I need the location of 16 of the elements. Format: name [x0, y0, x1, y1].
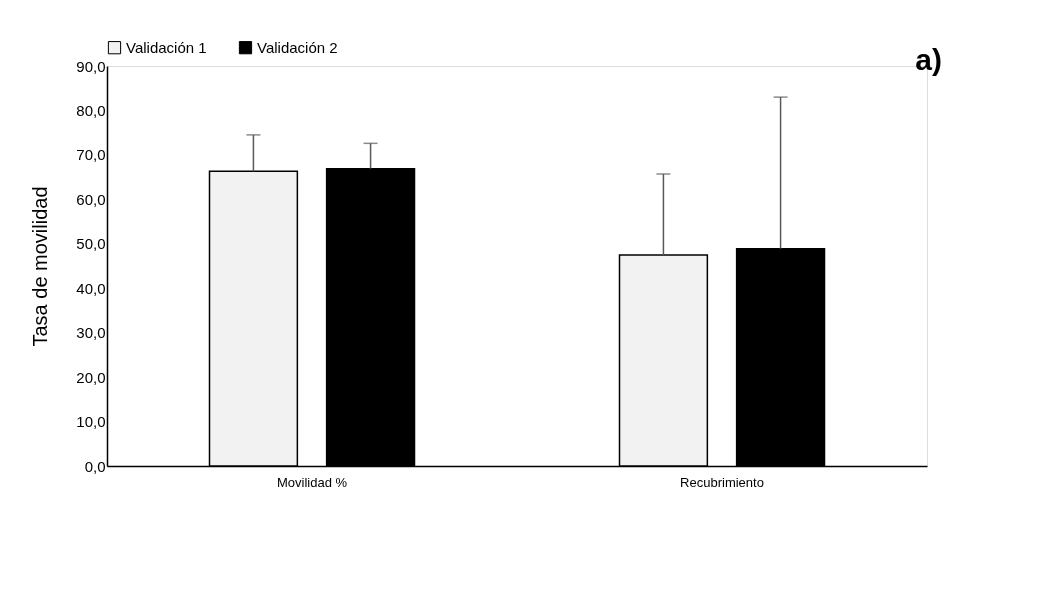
y-tick-label: 90,0 — [76, 57, 106, 75]
y-tick-label: 20,0 — [76, 368, 106, 386]
y-tick-label: 50,0 — [76, 235, 106, 253]
legend-label: Validación 2 — [257, 38, 338, 56]
y-axis-title: Tasa de movilidad — [29, 186, 52, 347]
y-tick-label: 10,0 — [76, 413, 106, 431]
y-tick-label: 70,0 — [76, 146, 106, 164]
y-tick-label: 80,0 — [76, 101, 106, 119]
y-tick-label: 0,0 — [84, 457, 106, 475]
legend-label: Validación 1 — [126, 38, 207, 56]
y-tick-label: 60,0 — [76, 190, 106, 208]
x-tick-label: Recubrimiento — [680, 474, 764, 490]
y-tick-label: 30,0 — [76, 324, 106, 342]
x-tick-label: Movilidad % — [276, 474, 348, 490]
annotation: a) — [915, 43, 942, 76]
y-tick-label: 40,0 — [76, 279, 106, 297]
